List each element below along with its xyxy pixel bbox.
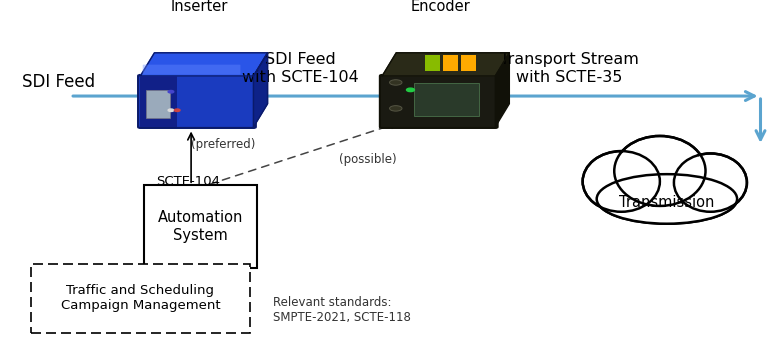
Circle shape <box>406 88 414 92</box>
FancyBboxPatch shape <box>380 75 498 128</box>
Ellipse shape <box>618 138 702 204</box>
Ellipse shape <box>583 151 660 212</box>
Circle shape <box>168 91 174 93</box>
Bar <box>144 185 257 268</box>
Circle shape <box>175 109 180 111</box>
Bar <box>146 90 169 118</box>
FancyBboxPatch shape <box>143 65 240 75</box>
Text: Transmission: Transmission <box>619 195 714 210</box>
Text: SDI Feed
with SCTE-104: SDI Feed with SCTE-104 <box>242 52 359 85</box>
Text: (preferred): (preferred) <box>191 138 256 151</box>
FancyBboxPatch shape <box>138 75 256 128</box>
Bar <box>31 264 250 333</box>
Circle shape <box>168 109 174 111</box>
Bar <box>425 55 440 71</box>
Bar <box>414 83 480 116</box>
Ellipse shape <box>597 174 737 224</box>
Text: Encoder: Encoder <box>411 0 470 14</box>
Bar <box>443 55 458 71</box>
Text: SCTE-104: SCTE-104 <box>156 175 220 188</box>
Polygon shape <box>382 53 509 76</box>
Ellipse shape <box>597 174 737 224</box>
Text: (possible): (possible) <box>339 153 397 166</box>
Ellipse shape <box>677 155 744 210</box>
Ellipse shape <box>674 153 747 212</box>
Polygon shape <box>254 53 268 127</box>
Text: Inserter: Inserter <box>170 0 228 14</box>
Text: Relevant standards:
SMPTE-2021, SCTE-118: Relevant standards: SMPTE-2021, SCTE-118 <box>273 296 411 324</box>
Circle shape <box>389 106 402 111</box>
Ellipse shape <box>586 153 657 210</box>
Text: Traffic and Scheduling
Campaign Management: Traffic and Scheduling Campaign Manageme… <box>61 284 220 312</box>
Text: Transport Stream
with SCTE-35: Transport Stream with SCTE-35 <box>500 52 639 85</box>
Bar <box>140 76 176 127</box>
Polygon shape <box>140 53 268 76</box>
Circle shape <box>389 80 402 85</box>
Polygon shape <box>495 53 509 127</box>
Ellipse shape <box>615 136 705 206</box>
Text: Automation
System: Automation System <box>158 210 243 243</box>
Text: SDI Feed: SDI Feed <box>22 73 95 91</box>
Bar <box>462 55 476 71</box>
